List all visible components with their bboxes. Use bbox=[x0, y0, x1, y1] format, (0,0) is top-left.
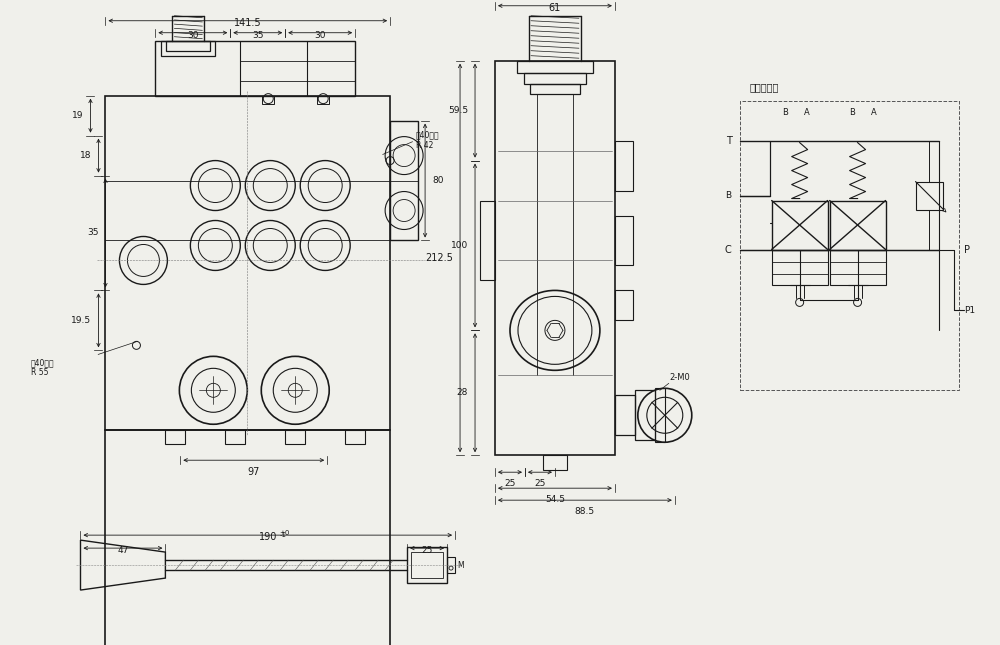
Text: 61: 61 bbox=[549, 3, 561, 13]
Bar bbox=[615, 215, 633, 266]
Text: 59.5: 59.5 bbox=[448, 106, 468, 115]
Text: 47: 47 bbox=[117, 546, 129, 555]
Bar bbox=[345, 430, 365, 444]
Bar bbox=[530, 84, 580, 94]
Bar bbox=[161, 41, 215, 55]
Text: 液压原理图: 液压原理图 bbox=[750, 83, 779, 93]
Text: B: B bbox=[849, 108, 855, 117]
Text: 80: 80 bbox=[432, 176, 444, 185]
Bar bbox=[615, 395, 635, 435]
Bar bbox=[635, 390, 655, 441]
Text: R 42: R 42 bbox=[416, 141, 433, 150]
Bar bbox=[262, 95, 274, 104]
Text: 190: 190 bbox=[259, 532, 277, 542]
Text: P: P bbox=[964, 246, 970, 255]
Text: 19.5: 19.5 bbox=[71, 316, 91, 325]
Bar bbox=[495, 61, 615, 455]
Text: 19: 19 bbox=[72, 111, 83, 120]
Bar bbox=[407, 547, 447, 583]
Text: 54.5: 54.5 bbox=[545, 495, 565, 504]
Bar bbox=[390, 121, 418, 241]
Bar bbox=[655, 388, 665, 442]
Bar bbox=[155, 41, 355, 95]
Text: 88.5: 88.5 bbox=[575, 507, 595, 516]
Text: B: B bbox=[726, 191, 732, 200]
Bar bbox=[830, 250, 886, 286]
Bar bbox=[740, 101, 959, 390]
Text: 2-M0: 2-M0 bbox=[670, 373, 691, 382]
Bar bbox=[225, 430, 245, 444]
Bar bbox=[317, 95, 329, 104]
Text: 䘈40通孔: 䘈40通孔 bbox=[416, 130, 440, 139]
Bar bbox=[916, 181, 943, 210]
Text: 18: 18 bbox=[80, 151, 91, 160]
Text: 25: 25 bbox=[504, 479, 516, 488]
Text: B: B bbox=[782, 108, 788, 117]
Bar bbox=[772, 201, 828, 250]
Bar bbox=[830, 201, 886, 250]
Bar bbox=[285, 430, 305, 444]
Text: 97: 97 bbox=[248, 467, 260, 477]
Bar bbox=[105, 430, 390, 645]
Text: 30: 30 bbox=[314, 31, 326, 40]
Bar bbox=[615, 141, 633, 190]
Text: T: T bbox=[726, 135, 732, 146]
Text: 䘈40通孔: 䘈40通孔 bbox=[31, 359, 54, 368]
Bar bbox=[480, 201, 495, 281]
Bar bbox=[105, 95, 390, 430]
Bar bbox=[166, 41, 210, 51]
Text: 25: 25 bbox=[534, 479, 546, 488]
Bar bbox=[517, 61, 593, 73]
Text: 28: 28 bbox=[457, 388, 468, 397]
Bar bbox=[543, 455, 567, 470]
Text: 100: 100 bbox=[451, 241, 468, 250]
Bar bbox=[165, 430, 185, 444]
Text: 35: 35 bbox=[252, 31, 264, 40]
Bar bbox=[772, 250, 828, 286]
Text: 30: 30 bbox=[187, 31, 199, 40]
Text: P1: P1 bbox=[964, 306, 976, 315]
Text: 25: 25 bbox=[421, 546, 433, 555]
Bar bbox=[447, 557, 455, 573]
Text: -1: -1 bbox=[280, 532, 287, 538]
Text: +0: +0 bbox=[280, 530, 290, 536]
Text: 212.5: 212.5 bbox=[425, 253, 453, 263]
Bar bbox=[411, 552, 443, 578]
Text: C: C bbox=[725, 246, 732, 255]
Text: M: M bbox=[457, 561, 464, 570]
Text: 35: 35 bbox=[87, 228, 98, 237]
Text: 141.5: 141.5 bbox=[234, 17, 262, 28]
Text: A: A bbox=[804, 108, 810, 117]
Bar bbox=[615, 290, 633, 321]
Text: R 55: R 55 bbox=[31, 368, 48, 377]
Bar bbox=[524, 73, 586, 84]
Text: A: A bbox=[871, 108, 876, 117]
